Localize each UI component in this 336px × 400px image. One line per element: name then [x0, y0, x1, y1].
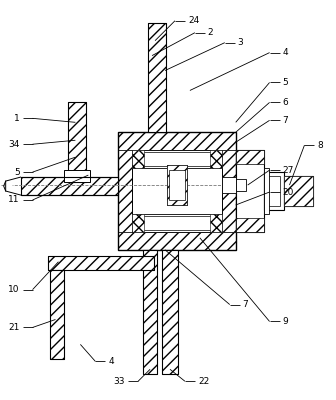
Bar: [20, 177, 118, 195]
Bar: [48, 256, 154, 270]
Text: 10: 10: [8, 285, 19, 294]
Bar: [162, 250, 178, 374]
Bar: [264, 172, 284, 210]
Bar: [210, 214, 222, 232]
Bar: [143, 250, 157, 374]
Text: 11: 11: [8, 196, 19, 204]
Bar: [69, 102, 86, 182]
Text: 21: 21: [8, 323, 19, 332]
Bar: [267, 176, 280, 206]
Bar: [169, 170, 185, 200]
Bar: [167, 165, 187, 205]
Bar: [143, 250, 157, 374]
Bar: [50, 270, 65, 359]
Text: 34: 34: [8, 140, 19, 149]
Bar: [65, 170, 90, 182]
Bar: [236, 150, 264, 164]
Bar: [69, 102, 86, 182]
Bar: [132, 150, 144, 168]
Text: 27: 27: [283, 166, 294, 175]
Bar: [132, 214, 144, 232]
Text: 2: 2: [208, 28, 213, 37]
Text: 33: 33: [114, 377, 125, 386]
Bar: [167, 165, 187, 205]
Text: 4: 4: [283, 48, 288, 57]
Text: 6: 6: [283, 98, 288, 107]
Bar: [136, 152, 218, 166]
Bar: [284, 176, 313, 206]
Text: 24: 24: [188, 16, 199, 25]
Text: 20: 20: [283, 188, 294, 196]
Bar: [132, 150, 222, 168]
Bar: [236, 179, 246, 191]
Text: 7: 7: [283, 116, 288, 125]
Bar: [132, 214, 222, 232]
Bar: [118, 232, 236, 250]
Bar: [162, 250, 178, 374]
Bar: [284, 176, 313, 206]
Bar: [118, 132, 236, 250]
Bar: [264, 168, 268, 214]
Text: 4: 4: [108, 357, 114, 366]
Text: 22: 22: [198, 377, 209, 386]
Text: 1: 1: [14, 114, 19, 123]
Text: 5: 5: [14, 168, 19, 177]
Bar: [292, 180, 305, 202]
Polygon shape: [6, 177, 20, 191]
Bar: [20, 177, 118, 195]
Text: 3: 3: [238, 38, 244, 47]
Text: 8: 8: [318, 141, 323, 150]
Bar: [118, 150, 132, 232]
Bar: [222, 150, 236, 232]
Bar: [210, 150, 222, 168]
Bar: [222, 177, 236, 193]
Bar: [136, 216, 218, 230]
Bar: [132, 150, 222, 232]
Bar: [236, 218, 264, 232]
Text: 7: 7: [243, 300, 248, 309]
Text: 9: 9: [283, 317, 288, 326]
Bar: [50, 270, 65, 359]
Bar: [48, 256, 154, 270]
Bar: [236, 150, 264, 232]
Text: 5: 5: [283, 78, 288, 87]
Bar: [118, 132, 236, 150]
Bar: [148, 23, 166, 132]
Bar: [148, 23, 166, 132]
